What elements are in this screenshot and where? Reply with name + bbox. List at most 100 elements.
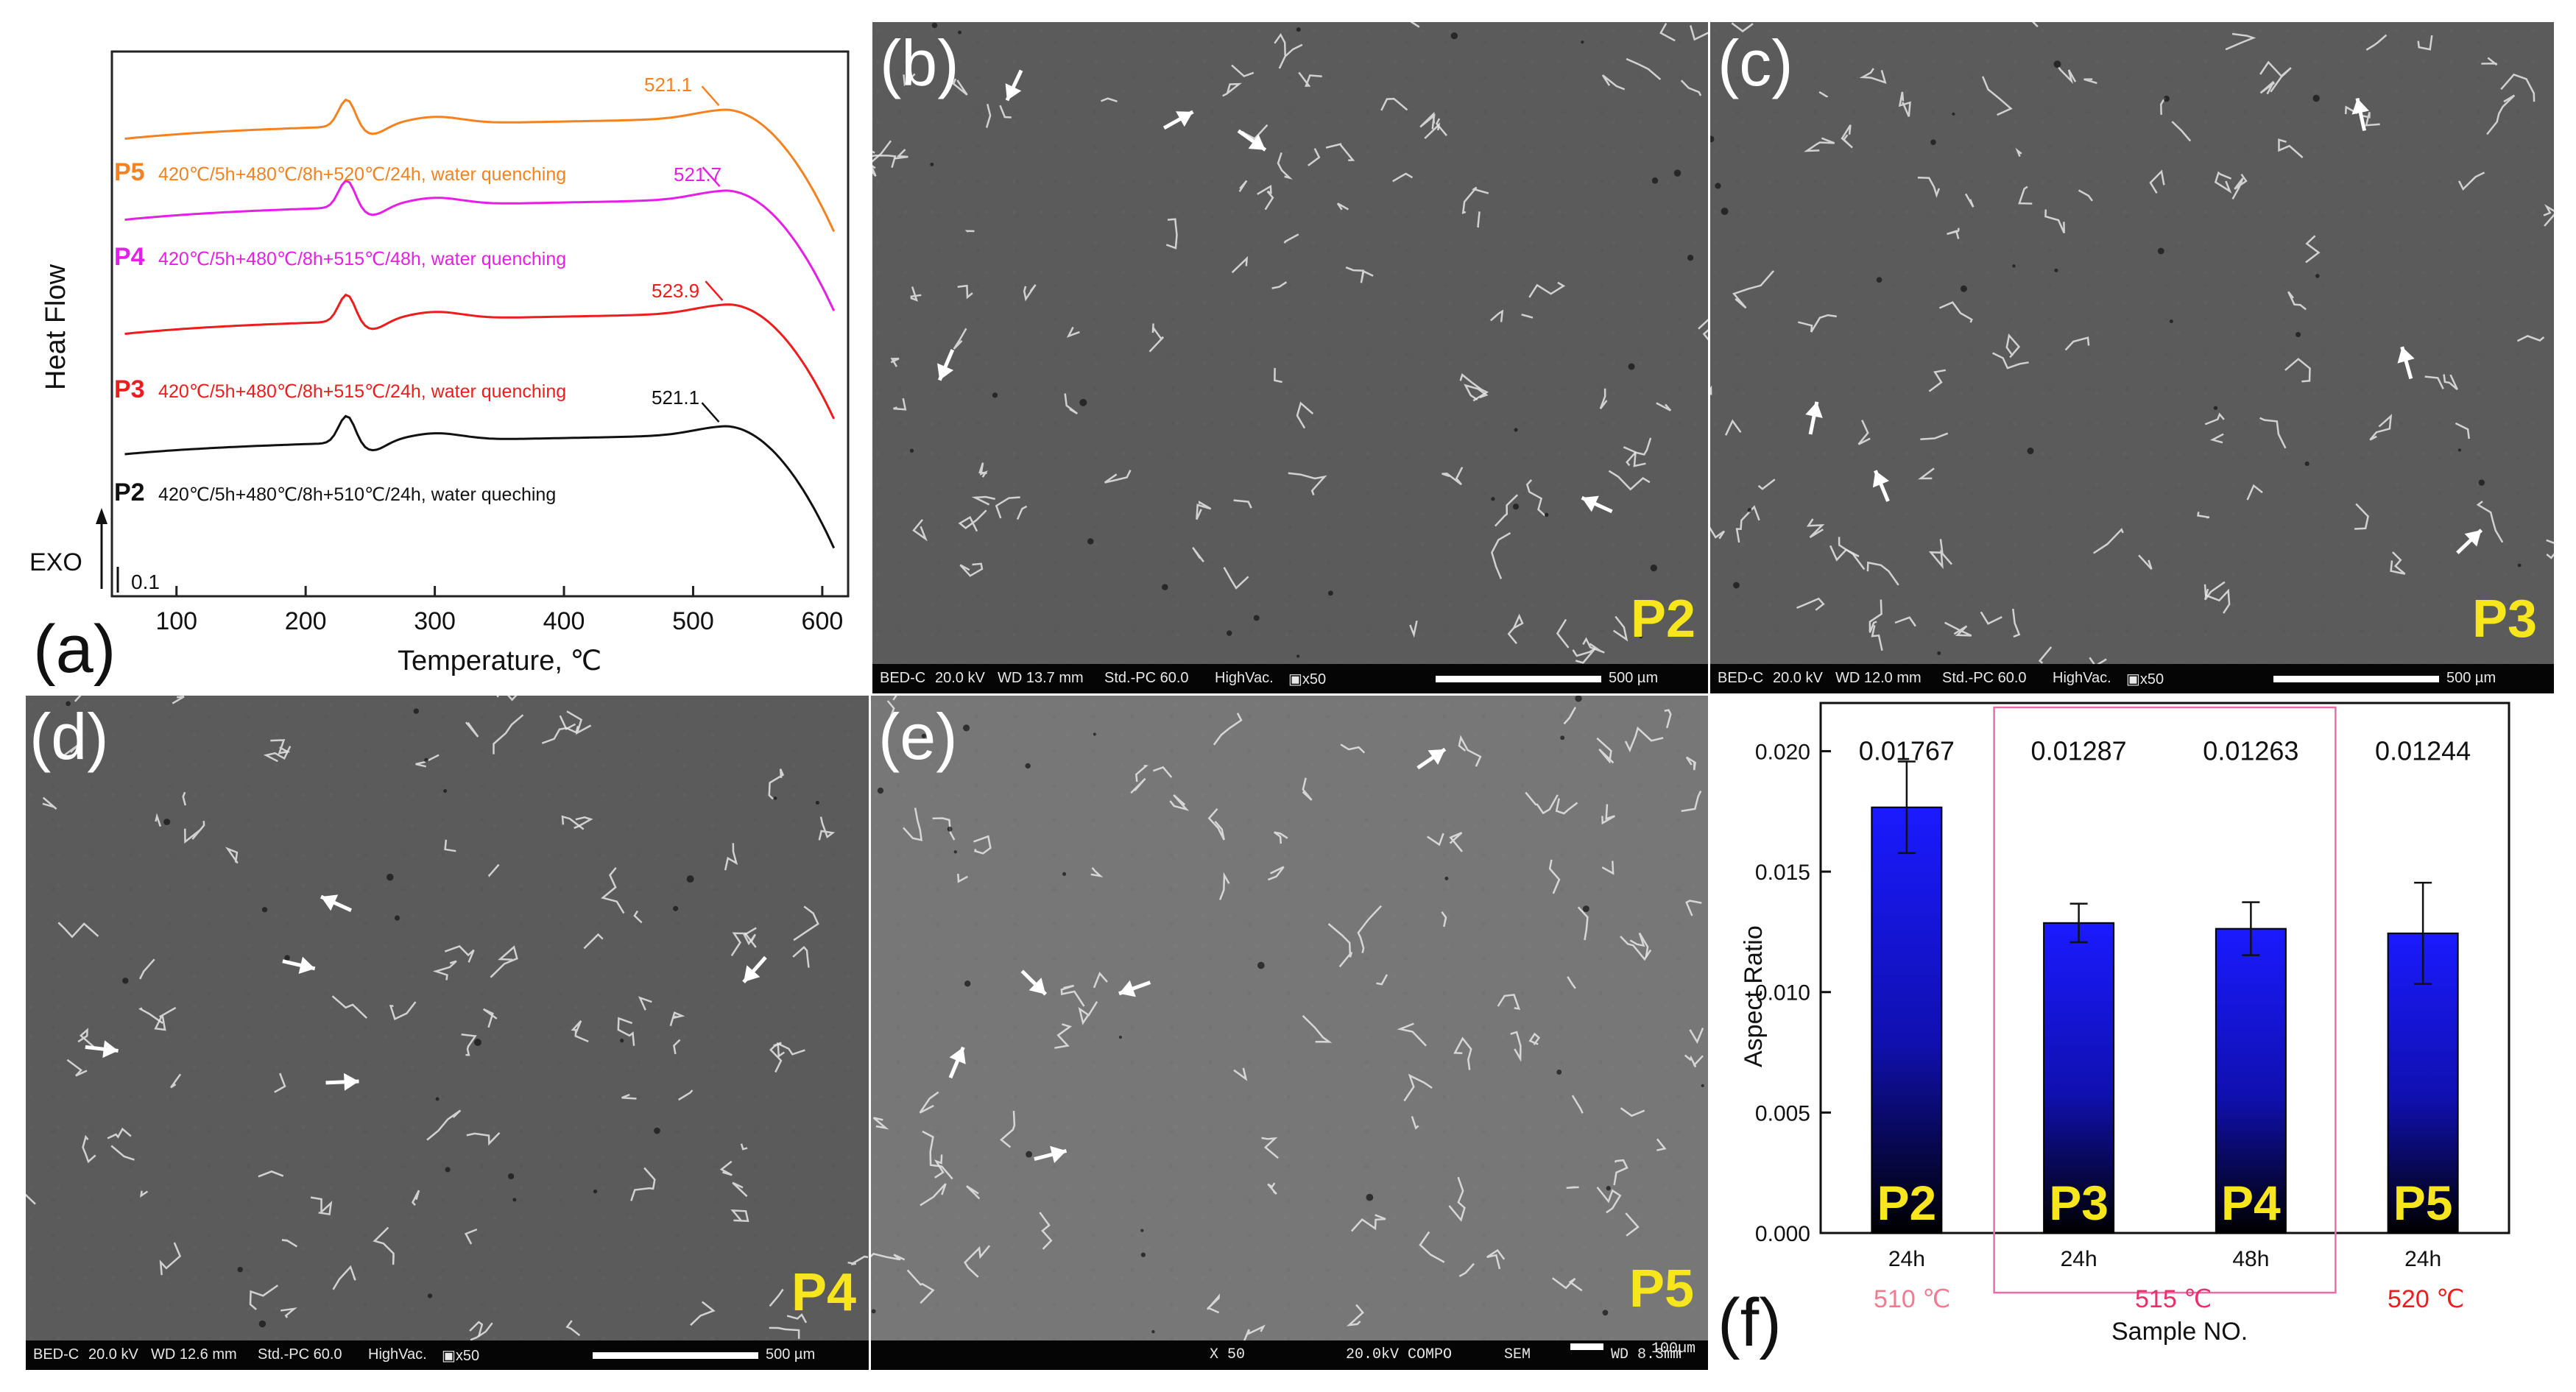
precipitate [1196,501,1212,520]
precipitate [872,150,875,154]
chart-frame [1819,702,2510,1234]
pore [163,819,171,826]
curve-label-p2: P2 420℃/5h+480℃/8h+510℃/24h, water quech… [114,478,556,507]
precipitate [172,696,185,704]
info-mode: 20.0kV COMPO [1346,1346,1453,1363]
precipitate [1681,791,1702,813]
pore [931,22,938,29]
sample-id-p3: P3 [114,375,145,403]
panel-b-label: (b) [880,27,959,99]
precipitate [1626,437,1652,467]
pore [1366,1193,1374,1201]
sem-info-bar: BED-C 20.0 kV WD 13.7 mm Std.-PC 60.0 Hi… [872,664,1708,693]
info-mag: ▣x50 [2126,671,2164,688]
precipitate [270,739,291,755]
precipitate [2305,235,2321,264]
panel-b-sem-p2: (b) P2 BED-C 20.0 kV WD 13.7 mm Std.-PC … [872,22,1708,693]
precipitate [1222,82,1242,97]
precipitate [1898,91,1911,117]
precipitate [1629,932,1649,958]
info-vac: HighVac. [368,1346,427,1363]
precipitate [1267,866,1285,881]
precipitate [1327,923,1353,968]
precipitate [2171,121,2192,142]
pore [2478,479,2485,486]
white-arrow-head [2351,98,2369,115]
precipitate [1231,255,1249,274]
precipitate [258,1170,284,1178]
precipitate [1135,764,1148,782]
precipitate [1397,1022,1427,1047]
precipitate [1296,401,1314,429]
precipitate [42,796,57,810]
pore [1560,735,1565,741]
precipitate [2044,209,2065,234]
pore [773,796,777,800]
precipitate [465,721,479,738]
precipitate [26,1193,36,1205]
pore [815,800,820,805]
bar-p4 [2215,928,2287,1234]
precipitate [482,1008,498,1028]
precipitate [872,140,892,177]
precipitate [1528,1032,1541,1045]
pore [1062,872,1067,876]
y-tick-label: 0.015 [1755,861,1810,885]
precipitate [138,958,155,980]
pore [958,30,962,35]
duration-label: 48h [2232,1247,2269,1271]
pore [1639,635,1643,639]
precipitate [724,843,738,871]
precipitate [2225,32,2256,51]
pore [1162,584,1168,590]
value-label: 0.01287 [2031,735,2127,766]
sem-info-bar: X 50 20.0kV COMPO SEM WD 8.3mm 100µm [871,1340,1708,1370]
pore [947,826,953,832]
temperature-axis-label: Temperature, ℃ [398,646,602,676]
info-vac: HighVac. [2053,670,2111,686]
precipitate [1491,532,1511,579]
precipitate [973,835,992,855]
precipitate [1436,118,1447,137]
pore [1512,504,1520,510]
pore [2315,274,2320,278]
pore [508,1173,515,1180]
precipitate [107,1127,132,1140]
precipitate [932,817,956,841]
precipitate [1684,1054,1704,1068]
precipitate [1039,1212,1053,1250]
precipitate [1685,756,1696,771]
precipitate [57,922,99,939]
bar-sample-label: P5 [2393,1176,2453,1230]
precipitate [184,821,205,844]
precipitate [138,1007,163,1024]
precipitate [1567,976,1576,989]
sample-label-p4: P4 [791,1263,857,1322]
precipitate [1866,561,1899,586]
precipitate [1461,186,1489,214]
precipitate [1458,735,1482,767]
precipitate [1218,872,1230,900]
pore [2053,60,2061,68]
precipitate [1464,384,1489,401]
precipitate [2089,657,2107,664]
sem-microstructure [872,22,1708,664]
white-arrow-head [298,956,315,975]
precipitate [2259,417,2287,449]
precipitate [469,1321,484,1338]
y-tick-label: 0.020 [1755,740,1810,764]
precipitate [1267,1182,1277,1195]
pore [1296,654,1300,658]
precipitate [957,284,973,300]
precipitate [1403,1073,1433,1102]
condition-p4: 420℃/5h+480℃/8h+515℃/48h, water quenchin… [158,249,567,269]
value-label: 0.01767 [1859,735,1955,766]
precipitate [1093,972,1108,989]
precipitate [768,769,785,800]
precipitate [1325,143,1355,162]
precipitate [154,1006,177,1031]
white-arrow-head [1872,470,1890,488]
bar-sample-label: P2 [1877,1176,1937,1230]
precipitate [82,1134,96,1164]
scale-label: 500 µm [1609,670,1659,686]
